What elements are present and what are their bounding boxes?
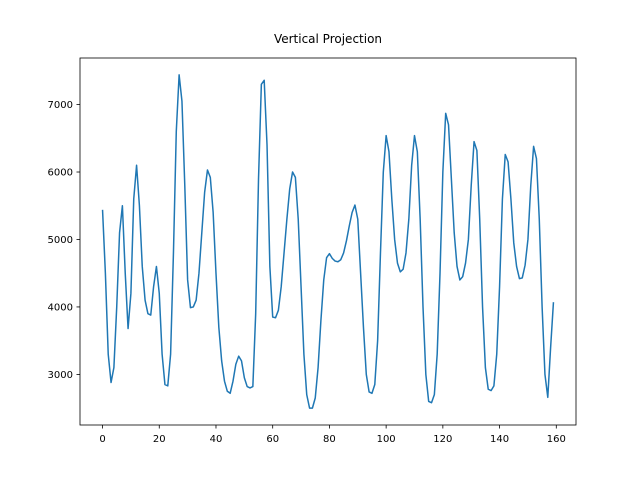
line-series [101,74,555,409]
x-tick-label: 60 [266,434,279,445]
x-tick-label: 100 [377,434,396,445]
y-tick-label: 4000 [48,302,73,313]
y-tick-label: 7000 [48,100,73,111]
x-tick-label: 40 [210,434,223,445]
y-tick-label: 5000 [48,235,73,246]
chart-title: Vertical Projection [274,32,382,46]
y-tick-label: 6000 [48,168,73,179]
x-tick-label: 80 [323,434,336,445]
axes-frame [79,57,577,426]
y-tick-label: 3000 [48,370,73,381]
x-tick-label: 160 [547,434,566,445]
x-tick-label: 20 [153,434,166,445]
x-tick-label: 120 [433,434,452,445]
x-tick-label: 140 [490,434,509,445]
x-tick-label: 0 [99,434,105,445]
